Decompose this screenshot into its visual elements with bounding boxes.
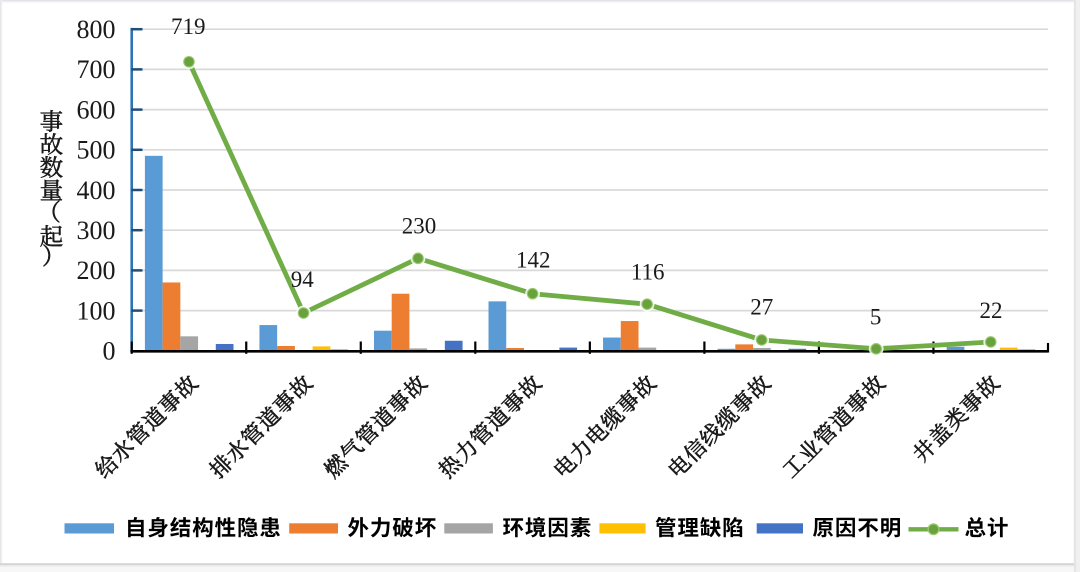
svg-text:600: 600 (77, 95, 116, 124)
svg-text:0: 0 (103, 337, 116, 366)
svg-text:27: 27 (750, 295, 773, 320)
svg-text:230: 230 (402, 214, 437, 239)
svg-text:800: 800 (77, 15, 116, 44)
svg-text:500: 500 (77, 136, 116, 165)
svg-text:94: 94 (291, 267, 315, 292)
svg-text:400: 400 (77, 176, 116, 205)
svg-text:5: 5 (870, 304, 882, 329)
svg-text:116: 116 (631, 259, 665, 284)
svg-text:142: 142 (516, 247, 551, 272)
svg-text:719: 719 (171, 14, 206, 39)
svg-text:200: 200 (77, 256, 116, 285)
svg-text:700: 700 (77, 55, 116, 84)
svg-text:300: 300 (77, 216, 116, 245)
svg-text:100: 100 (77, 296, 116, 325)
svg-text:22: 22 (980, 298, 1003, 323)
